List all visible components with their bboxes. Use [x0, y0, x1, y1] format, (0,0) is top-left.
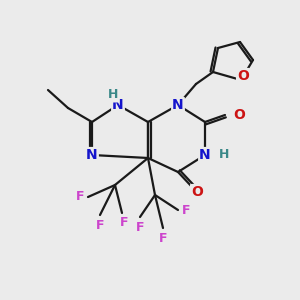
Text: F: F [159, 232, 167, 245]
Text: F: F [136, 221, 144, 234]
Text: F: F [76, 190, 84, 203]
Text: N: N [112, 98, 124, 112]
Text: O: O [233, 108, 245, 122]
Text: N: N [199, 148, 211, 162]
Text: N: N [172, 98, 184, 112]
Text: F: F [182, 203, 190, 217]
Text: O: O [191, 185, 203, 199]
Text: H: H [108, 88, 118, 101]
Text: N: N [86, 148, 98, 162]
Text: F: F [96, 219, 104, 232]
Text: O: O [237, 69, 249, 83]
Text: F: F [120, 216, 128, 229]
Text: H: H [219, 148, 230, 161]
